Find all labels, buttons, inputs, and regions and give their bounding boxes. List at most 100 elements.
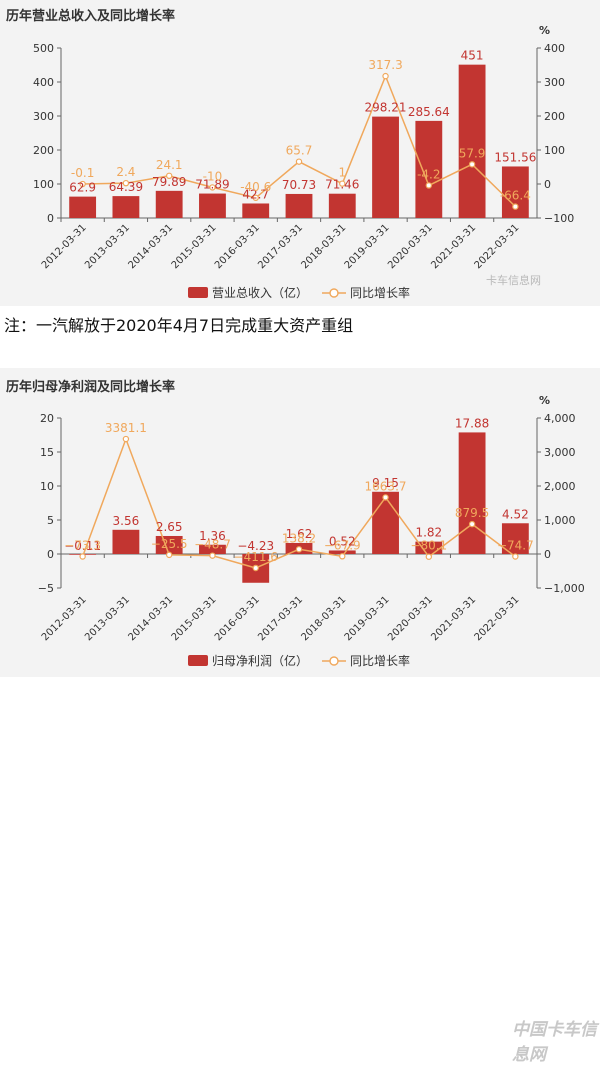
- revenue-bar: [458, 64, 486, 218]
- net-profit-growth-point: [295, 546, 303, 553]
- revenue-growth-label: -0.1: [71, 166, 94, 180]
- net-profit-growth-point: [209, 552, 216, 559]
- revenue-x-tick-label: 2019-03-31: [343, 222, 392, 271]
- revenue-bar-label: 70.73: [282, 178, 316, 192]
- net-profit-bar-label: 9.15: [372, 476, 399, 490]
- revenue-x-tick-label: 2021-03-31: [429, 222, 478, 271]
- net-profit-bar: [155, 535, 183, 554]
- net-profit-legend-bar-swatch: [188, 655, 208, 666]
- revenue-legend-line-label: 同比增长率: [350, 285, 410, 300]
- net-profit-growth-label: −80.1: [410, 539, 447, 553]
- revenue-bar-label: 62.9: [69, 181, 96, 195]
- revenue-bar: [328, 193, 356, 218]
- net-profit-left-tick-label: 20: [40, 412, 54, 425]
- net-profit-growth-label: 1663.7: [365, 479, 407, 493]
- revenue-growth-label: 1: [338, 166, 346, 180]
- revenue-growth-point: [252, 194, 259, 202]
- net-profit-x-tick-label: 2018-03-31: [300, 594, 349, 643]
- revenue-left-tick-label: 200: [33, 144, 54, 157]
- revenue-bar: [285, 193, 313, 218]
- revenue-right-tick-label: −100: [544, 212, 574, 225]
- revenue-growth-point: [512, 203, 519, 210]
- revenue-chart: 0 100 200 300 400 500 −100 0 100 200 300 400% 2012-0…: [33, 24, 574, 300]
- net-profit-bar: [199, 544, 226, 554]
- net-profit-right-tick-label: 1,000: [544, 514, 576, 527]
- revenue-bar: [199, 193, 226, 218]
- net-profit-x-tick-label: 2021-03-31: [429, 594, 478, 643]
- net-profit-growth-label: −67.9: [324, 538, 361, 552]
- net-profit-right-unit: %: [539, 394, 550, 407]
- revenue-growth-label: -10: [203, 169, 223, 183]
- revenue-left-tick-label: 100: [33, 178, 54, 191]
- revenue-bar: [415, 120, 443, 218]
- revenue-bar: [112, 196, 140, 218]
- net-profit-bar-label: −0.11: [64, 539, 101, 553]
- net-profit-legend-line-label: 同比增长率: [350, 653, 410, 668]
- revenue-growth-label: -66.4: [500, 189, 531, 203]
- net-profit-bar-label: 0.52: [329, 534, 356, 548]
- net-profit-growth-label: −411.6: [234, 550, 278, 564]
- net-profit-bar-label: 3.56: [113, 514, 140, 528]
- net-profit-chart-title: 历年归母净利润及同比增长率: [6, 380, 176, 395]
- revenue-bar-label: 71.89: [195, 178, 229, 192]
- net-profit-growth-point: [165, 551, 173, 559]
- revenue-x-tick-label: 2014-03-31: [126, 222, 175, 271]
- net-profit-growth-label: −48.7: [194, 538, 231, 552]
- net-profit-growth-label: 879.5: [455, 506, 489, 520]
- revenue-growth-point: [295, 158, 303, 165]
- revenue-growth-point: [382, 72, 389, 80]
- net-profit-legend-line-marker: [329, 656, 339, 666]
- net-profit-x-tick-label: 2013-03-31: [83, 594, 132, 643]
- revenue-growth-label: 2.4: [116, 165, 135, 179]
- net-profit-growth-label: 138.2: [282, 531, 316, 545]
- revenue-bar: [372, 116, 399, 218]
- revenue-chart-title: 历年营业总收入及同比增长率: [6, 9, 176, 24]
- net-profit-left-tick-label: 10: [40, 480, 54, 493]
- revenue-bar-label: 64.39: [109, 180, 143, 194]
- net-profit-growth-label: 3381.1: [105, 421, 147, 435]
- revenue-chart-panel: 历年营业总收入及同比增长率 0 100 200 300 400 500 −100 0 100 20…: [0, 0, 600, 306]
- revenue-right-tick-label: 0: [544, 178, 551, 191]
- net-profit-left-tick-label: −5: [38, 582, 54, 595]
- net-profit-legend-bar-label: 归母净利润（亿）: [212, 653, 308, 668]
- revenue-growth-label: 65.7: [286, 144, 313, 158]
- revenue-x-tick-label: 2012-03-31: [40, 222, 89, 271]
- net-profit-chart-panel: 历年归母净利润及同比增长率 −5 0 5 10 15 20 −1,000 0 1,000 2,00…: [0, 368, 600, 1065]
- revenue-x-tick-label: 2018-03-31: [300, 222, 349, 271]
- net-profit-growth-point: [468, 520, 476, 528]
- revenue-growth-point: [468, 161, 476, 168]
- revenue-bar: [155, 190, 183, 218]
- revenue-bar-label: 298.21: [365, 101, 407, 115]
- revenue-bar: [242, 203, 270, 218]
- revenue-growth-point: [425, 182, 433, 189]
- revenue-x-tick-label: 2017-03-31: [256, 222, 305, 271]
- revenue-right-tick-label: 300: [544, 76, 565, 89]
- revenue-growth-label: -4.2: [417, 167, 440, 181]
- net-profit-bar-label: 17.88: [455, 416, 489, 430]
- net-profit-left-tick-label: 5: [47, 514, 54, 527]
- revenue-x-tick-label: 2015-03-31: [170, 222, 219, 271]
- net-profit-bar-label: 1.36: [199, 529, 226, 543]
- revenue-growth-label: -40.6: [240, 180, 271, 194]
- revenue-legend-line-marker: [329, 288, 339, 298]
- revenue-bar-label: 451: [461, 49, 484, 63]
- net-profit-right-tick-label: −1,000: [544, 582, 585, 595]
- net-profit-growth-label: −73.3: [64, 538, 101, 552]
- revenue-bar-label: 42.7: [242, 187, 269, 201]
- revenue-growth-point: [79, 180, 86, 188]
- revenue-bar-label: 285.64: [408, 105, 450, 119]
- net-profit-growth-point: [252, 564, 259, 572]
- net-profit-right-tick-label: 3,000: [544, 446, 576, 459]
- revenue-bar-label: 151.56: [494, 150, 536, 164]
- net-profit-growth-point: [339, 553, 346, 560]
- net-profit-bar: [458, 432, 486, 554]
- revenue-x-tick-label: 2020-03-31: [386, 222, 435, 271]
- net-profit-x-tick-label: 2014-03-31: [126, 594, 175, 643]
- revenue-x-tick-label: 2022-03-31: [473, 222, 522, 271]
- revenue-bar-label: 79.89: [152, 175, 186, 189]
- net-profit-bar: [501, 523, 529, 554]
- net-profit-x-tick-label: 2020-03-31: [386, 594, 435, 643]
- revenue-x-tick-label: 2016-03-31: [213, 222, 262, 271]
- net-profit-growth-label: −25.5: [151, 537, 188, 551]
- net-profit-growth-point: [122, 435, 130, 443]
